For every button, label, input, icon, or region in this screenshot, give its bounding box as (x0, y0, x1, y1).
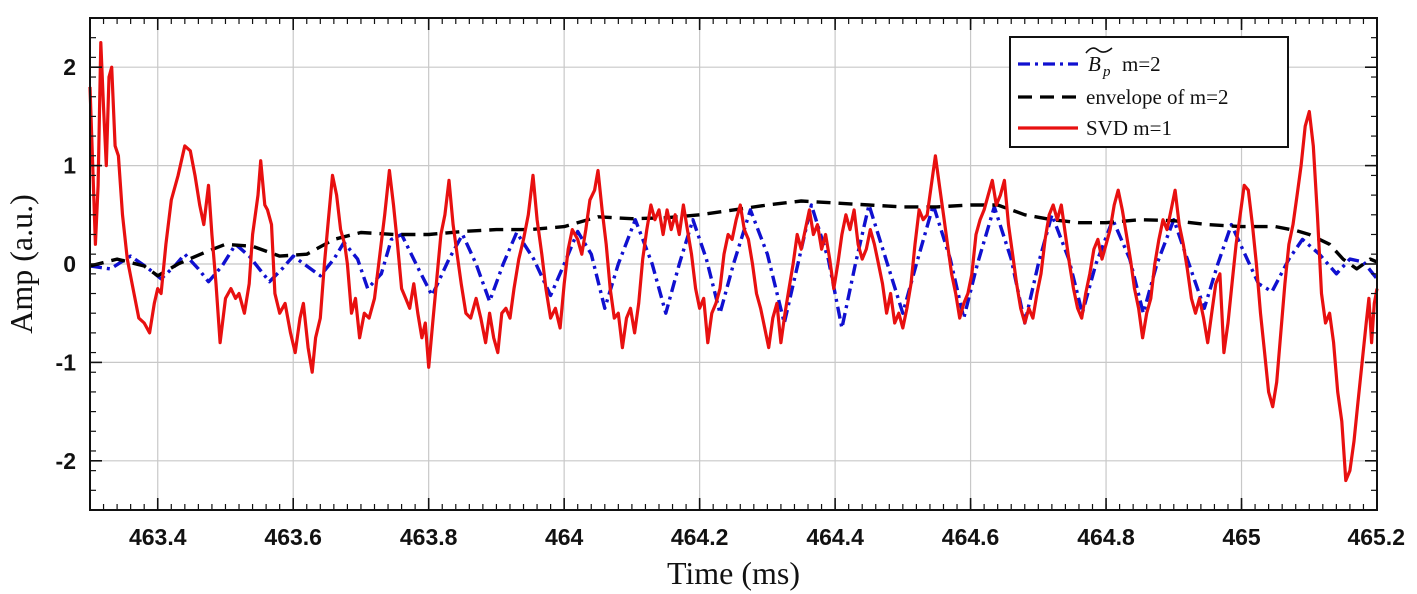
y-tick-label: -1 (56, 349, 77, 375)
x-tick-label: 464.2 (671, 524, 729, 550)
y-axis-title: Amp (a.u.) (3, 194, 39, 334)
series-line-bp-m2 (89, 203, 1379, 330)
tilde-accent (1085, 47, 1113, 54)
x-tick-label: 464.8 (1077, 524, 1135, 550)
series-line-svd-m1 (88, 41, 1379, 483)
tick-labels-group: 463.4 463.6 463.8 464 464.2 464.4 464.6 464.8 46… (56, 54, 1405, 550)
x-tick-label: 464 (545, 524, 584, 550)
legend-symbol-b: B (1088, 52, 1101, 76)
series-group (88, 41, 1379, 483)
legend-label-svd: SVD m=1 (1086, 116, 1172, 140)
legend-entry-bp-m2: B p m=2 (1085, 47, 1161, 80)
x-tick-label: 464.4 (806, 524, 864, 550)
x-axis-title: Time (ms) (667, 555, 800, 591)
y-tick-label: 2 (63, 54, 76, 80)
y-tick-label: -2 (56, 448, 76, 474)
legend: B p m=2 envelope of m=2 SVD m=1 (1009, 36, 1289, 148)
legend-symbol-subscript-p: p (1102, 64, 1111, 80)
x-tick-label: 465 (1222, 524, 1261, 550)
x-tick-label: 463.4 (129, 524, 187, 550)
x-tick-label: 463.6 (264, 524, 322, 550)
y-tick-label: 0 (63, 251, 76, 277)
legend-label-envelope: envelope of m=2 (1086, 85, 1228, 109)
x-tick-label: 463.8 (400, 524, 458, 550)
y-tick-label: 1 (63, 153, 76, 179)
legend-label-bp-m2: m=2 (1122, 52, 1161, 76)
x-tick-label: 464.6 (942, 524, 1000, 550)
x-tick-label: 465.2 (1347, 524, 1405, 550)
ticks-group (89, 17, 1378, 511)
